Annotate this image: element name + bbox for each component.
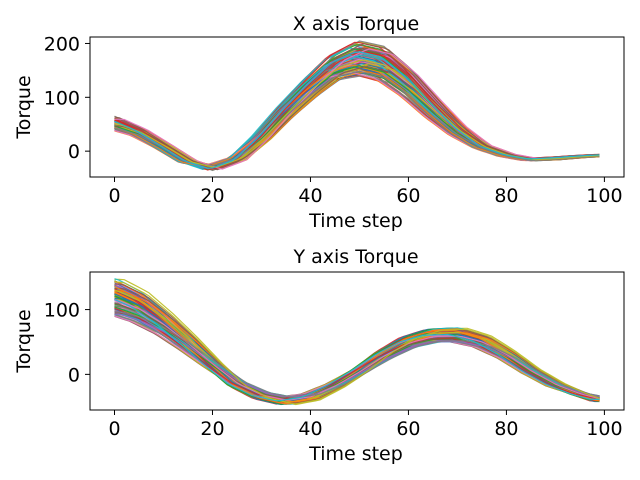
x-axis-ticks: 0 20 40 60 80 100 (108, 177, 623, 207)
series-line (114, 64, 600, 168)
series-line (114, 71, 600, 167)
x-tick-label: 80 (494, 185, 518, 207)
series-line (114, 67, 600, 167)
series-line (114, 65, 600, 168)
series-line (114, 61, 600, 168)
series-line (114, 67, 600, 167)
series-line (114, 68, 600, 167)
series-line (114, 60, 600, 168)
subplot-y-torque: Y axis Torque 0 20 40 60 80 100 0 100 Time ste… (13, 246, 625, 465)
y-axis-ticks: 0 100 200 (44, 33, 90, 163)
series-line (114, 65, 600, 168)
chart-title: Y axis Torque (292, 246, 418, 268)
x-axis-ticks: 0 20 40 60 80 100 (108, 410, 623, 440)
y-axis-label: Torque (13, 75, 35, 139)
y-tick-label: 100 (44, 300, 80, 322)
series-line (114, 72, 600, 167)
series-line (114, 63, 600, 168)
y-tick-label: 0 (68, 141, 80, 163)
y-tick-label: 100 (44, 87, 80, 109)
x-tick-label: 40 (298, 185, 322, 207)
series-line (114, 68, 600, 167)
x-tick-label: 60 (396, 418, 420, 440)
y-tick-label: 0 (68, 364, 80, 386)
series-line (114, 64, 600, 167)
series-line (114, 71, 600, 167)
x-tick-label: 20 (200, 185, 224, 207)
series-line (114, 66, 600, 168)
y-axis-label: Torque (13, 309, 35, 373)
x-tick-label: 0 (108, 418, 120, 440)
series-line (114, 60, 600, 168)
series-line (114, 298, 600, 401)
y-tick-label: 200 (44, 33, 80, 55)
series-line (114, 72, 600, 167)
chart-title: X axis Torque (293, 13, 419, 35)
series-line (114, 62, 600, 168)
series-line (114, 60, 600, 168)
series-line (114, 311, 600, 399)
series-line (114, 65, 600, 168)
x-tick-label: 80 (494, 418, 518, 440)
series-line (114, 72, 600, 167)
series-line (114, 51, 600, 169)
series-line (114, 74, 600, 166)
series-line (114, 72, 600, 167)
series-line (114, 75, 600, 166)
series-line (114, 64, 600, 168)
series-line (114, 293, 600, 403)
series-line (114, 67, 600, 168)
series-line (114, 66, 600, 167)
series-line (114, 298, 600, 402)
x-tick-label: 20 (200, 418, 224, 440)
series-line (114, 278, 600, 406)
series-line (114, 48, 600, 170)
series-line (114, 69, 600, 167)
series-line (114, 67, 600, 167)
series-line (114, 64, 600, 167)
x-tick-label: 100 (586, 185, 622, 207)
series-line (114, 66, 600, 167)
series-lines (114, 40, 600, 172)
series-line (114, 61, 600, 168)
series-line (114, 75, 600, 166)
series-line (114, 281, 600, 405)
series-line (114, 70, 600, 167)
x-tick-label: 0 (108, 185, 120, 207)
series-lines (114, 278, 600, 406)
series-line (114, 62, 600, 168)
series-line (114, 65, 600, 167)
plot-frame (89, 271, 625, 411)
x-axis-label: Time step (308, 210, 403, 232)
series-line (114, 69, 600, 167)
series-line (114, 71, 600, 167)
y-axis-ticks: 0 100 (44, 300, 90, 386)
series-line (114, 306, 600, 400)
series-line (114, 315, 600, 398)
x-tick-label: 100 (586, 418, 622, 440)
x-tick-label: 60 (396, 185, 420, 207)
series-line (114, 63, 600, 168)
series-line (114, 70, 600, 167)
series-line (114, 67, 600, 167)
series-line (114, 66, 600, 167)
x-tick-label: 40 (298, 418, 322, 440)
plot-frame (89, 36, 625, 178)
subplot-x-torque: X axis Torque 0 20 40 60 80 100 0 100 200 Time … (13, 13, 625, 232)
x-axis-label: Time step (308, 443, 403, 465)
